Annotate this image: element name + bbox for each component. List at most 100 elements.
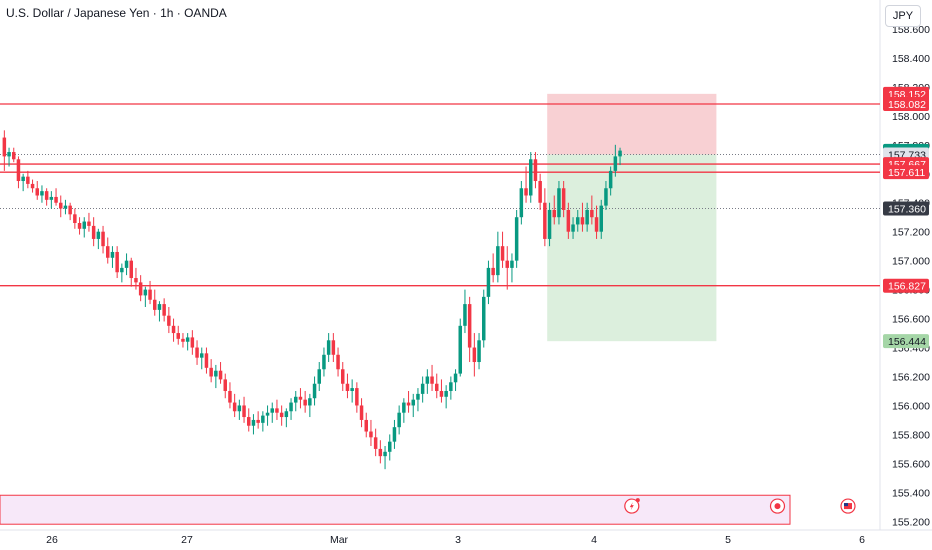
candle[interactable] <box>129 260 134 279</box>
candle[interactable] <box>284 411 289 418</box>
candle[interactable] <box>162 304 166 316</box>
candle[interactable] <box>7 152 11 157</box>
candle[interactable] <box>326 340 331 355</box>
candle[interactable] <box>247 417 251 426</box>
candle[interactable] <box>96 231 101 239</box>
candle[interactable] <box>190 337 195 348</box>
candle[interactable] <box>561 188 566 210</box>
candle[interactable] <box>294 396 298 403</box>
candle[interactable] <box>355 388 359 406</box>
candle[interactable] <box>115 251 119 273</box>
candle[interactable] <box>482 296 486 341</box>
candle[interactable] <box>341 369 345 384</box>
candle[interactable] <box>590 209 594 218</box>
candle[interactable] <box>336 354 340 370</box>
candle[interactable] <box>91 225 96 239</box>
candle[interactable] <box>430 376 434 384</box>
candle[interactable] <box>472 347 477 363</box>
candle[interactable] <box>256 419 260 423</box>
candle[interactable] <box>176 333 181 339</box>
candle[interactable] <box>543 202 547 239</box>
candle[interactable] <box>21 176 25 182</box>
candle[interactable] <box>383 451 387 457</box>
candle[interactable] <box>373 437 378 449</box>
candle[interactable] <box>331 340 336 355</box>
candle[interactable] <box>599 205 604 232</box>
candle[interactable] <box>261 415 265 423</box>
candle[interactable] <box>87 221 91 226</box>
candle[interactable] <box>181 338 185 342</box>
candle[interactable] <box>350 388 354 391</box>
candle[interactable] <box>101 231 105 247</box>
candle[interactable] <box>322 354 326 370</box>
candle[interactable] <box>157 304 162 310</box>
candle[interactable] <box>242 405 246 418</box>
candle[interactable] <box>533 159 538 182</box>
candle[interactable] <box>237 405 242 412</box>
candle[interactable] <box>369 431 373 438</box>
candle[interactable] <box>420 383 425 394</box>
candle[interactable] <box>279 412 284 418</box>
candle[interactable] <box>406 402 411 406</box>
candle[interactable] <box>110 251 115 258</box>
candle[interactable] <box>388 441 392 452</box>
candle[interactable] <box>392 427 397 442</box>
candle[interactable] <box>16 159 21 182</box>
candle[interactable] <box>153 299 157 310</box>
candle[interactable] <box>486 267 491 297</box>
candle[interactable] <box>171 325 176 334</box>
candle[interactable] <box>514 217 519 261</box>
candle[interactable] <box>496 246 500 276</box>
candle[interactable] <box>477 340 481 363</box>
candle[interactable] <box>312 383 317 399</box>
candle[interactable] <box>82 221 87 229</box>
candle[interactable] <box>345 383 350 391</box>
reward-zone[interactable] <box>547 154 717 342</box>
candle[interactable] <box>308 398 312 406</box>
symbol-title[interactable]: U.S. Dollar / Japanese Yen · 1h · OANDA <box>6 6 227 20</box>
candle[interactable] <box>580 217 585 225</box>
candle[interactable] <box>519 188 524 218</box>
candle[interactable] <box>106 246 110 258</box>
candle[interactable] <box>613 156 618 171</box>
candle[interactable] <box>585 209 589 225</box>
candle[interactable] <box>214 370 218 377</box>
candle[interactable] <box>439 390 444 397</box>
candle[interactable] <box>566 209 571 232</box>
candle[interactable] <box>416 393 420 400</box>
candle[interactable] <box>529 159 533 196</box>
candle[interactable] <box>12 152 16 160</box>
candle[interactable] <box>68 205 72 215</box>
candle[interactable] <box>467 304 472 348</box>
candle[interactable] <box>195 347 199 358</box>
candle[interactable] <box>265 412 270 416</box>
candle[interactable] <box>59 202 63 209</box>
candle[interactable] <box>425 376 430 384</box>
candle[interactable] <box>35 188 40 196</box>
candle[interactable] <box>275 408 279 413</box>
candle[interactable] <box>40 191 44 196</box>
candle[interactable] <box>185 337 190 342</box>
candle[interactable] <box>2 137 7 157</box>
candle[interactable] <box>251 419 256 426</box>
candle[interactable] <box>289 402 293 412</box>
candle[interactable] <box>232 402 237 412</box>
candle[interactable] <box>30 183 35 189</box>
candle[interactable] <box>228 390 232 403</box>
candle[interactable] <box>218 370 223 380</box>
candle[interactable] <box>298 396 303 400</box>
candle[interactable] <box>449 382 453 391</box>
candle[interactable] <box>364 419 369 432</box>
candle[interactable] <box>618 150 622 157</box>
candle[interactable] <box>500 246 505 261</box>
candle[interactable] <box>54 196 58 203</box>
candle[interactable] <box>594 217 599 232</box>
candle[interactable] <box>378 448 383 457</box>
events-zone[interactable] <box>0 494 791 525</box>
candle[interactable] <box>49 196 54 200</box>
candle[interactable] <box>444 390 448 397</box>
candle[interactable] <box>538 181 542 203</box>
currency-button[interactable]: JPY <box>885 5 921 27</box>
risk-zone[interactable] <box>547 93 717 155</box>
